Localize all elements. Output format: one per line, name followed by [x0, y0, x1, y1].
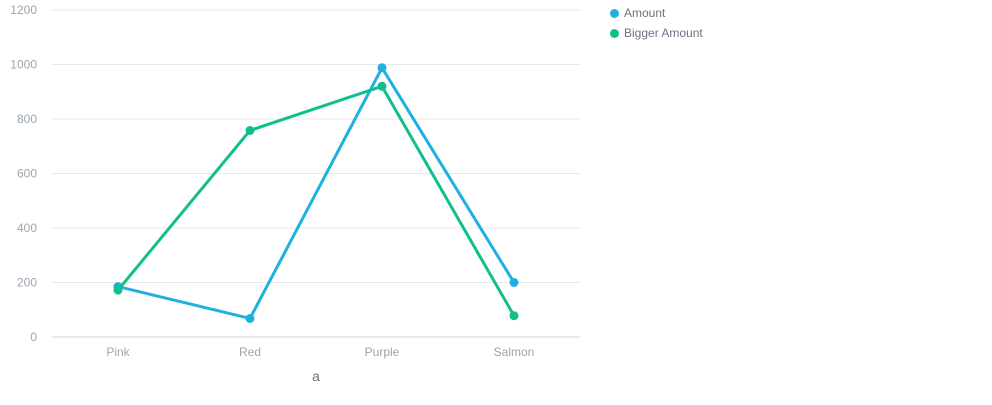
series-amount: [113, 63, 519, 323]
legend-label-amount: Amount: [624, 6, 666, 20]
legend-item-amount[interactable]: Amount: [610, 3, 703, 23]
data-point: [377, 63, 387, 73]
y-axis: 0 200 400 600 800 1000 1200: [10, 3, 37, 344]
x-tick-label: Red: [239, 345, 261, 359]
data-point: [377, 81, 387, 91]
data-point: [245, 313, 255, 323]
data-point: [113, 285, 123, 295]
y-tick-label: 800: [17, 112, 37, 126]
series-layer: [113, 63, 519, 323]
grid-lines: [52, 9, 580, 283]
legend-swatch-bigger-amount: [610, 28, 619, 38]
data-point: [509, 311, 519, 321]
legend-item-bigger-amount[interactable]: Bigger Amount: [610, 23, 703, 43]
legend-label-bigger-amount: Bigger Amount: [624, 26, 703, 40]
y-tick-label: 1200: [10, 3, 37, 17]
y-tick-label: 600: [17, 167, 37, 181]
x-tick-label: Pink: [106, 345, 130, 359]
x-axis-label: a: [312, 368, 320, 384]
x-axis: Pink Red Purple Salmon: [52, 336, 580, 359]
legend-swatch-amount: [610, 8, 619, 18]
data-point: [509, 278, 519, 287]
y-tick-label: 0: [30, 330, 37, 344]
legend: Amount Bigger Amount: [610, 3, 703, 43]
data-point: [245, 125, 255, 135]
y-tick-label: 400: [17, 221, 37, 235]
series-line: [116, 84, 516, 318]
series-bigger-amount: [113, 81, 519, 321]
series-line: [116, 66, 516, 320]
y-tick-label: 200: [17, 276, 37, 290]
y-tick-label: 1000: [10, 58, 37, 72]
x-tick-label: Salmon: [494, 345, 535, 359]
x-tick-label: Purple: [365, 345, 400, 359]
